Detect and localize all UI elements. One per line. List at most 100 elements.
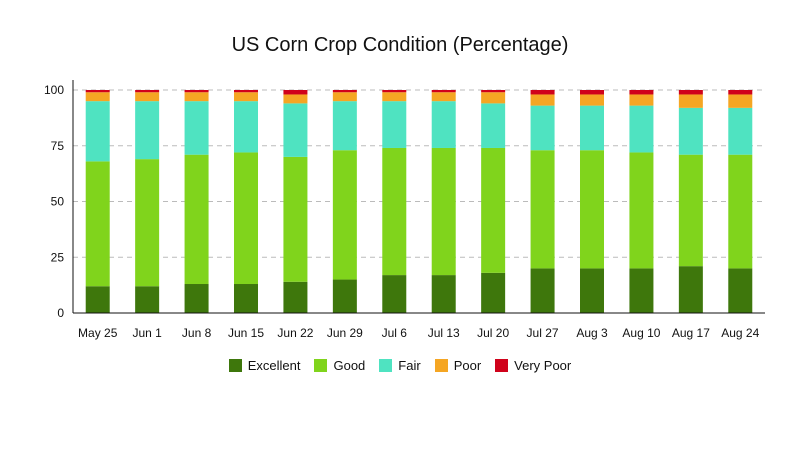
bar-very-poor — [283, 90, 308, 95]
bar-excellent — [234, 284, 258, 313]
bar-good — [283, 156, 308, 282]
bar-very-poor — [184, 90, 209, 93]
bar-very-poor — [382, 90, 407, 93]
bar-excellent — [382, 275, 407, 313]
bar-very-poor — [580, 90, 604, 95]
legend-label: Poor — [453, 358, 482, 373]
legend-swatch — [379, 359, 393, 372]
bar-very-poor — [85, 90, 110, 93]
bar-very-poor — [431, 90, 456, 93]
x-tick-label: Jun 29 — [327, 326, 363, 340]
bar-fair — [481, 103, 506, 148]
x-tick-label: Aug 10 — [622, 326, 660, 340]
bar-good — [85, 161, 110, 287]
bar-good — [382, 147, 407, 276]
bar-poor — [332, 92, 357, 102]
x-tick-label: Jul 6 — [382, 326, 408, 340]
bar-excellent — [580, 268, 604, 313]
x-tick-label: Jun 8 — [182, 326, 212, 340]
bar-poor — [283, 94, 308, 104]
bar-fair — [85, 101, 110, 162]
bar-poor — [85, 92, 110, 102]
bar-excellent — [135, 286, 160, 313]
bar-excellent — [678, 266, 703, 313]
bar-poor — [530, 94, 555, 106]
y-tick-label: 0 — [57, 306, 64, 320]
x-tick-label: Jun 22 — [277, 326, 313, 340]
bar-very-poor — [530, 90, 555, 95]
chart-title: US Corn Crop Condition (Percentage) — [231, 34, 569, 56]
bar-good — [431, 147, 456, 276]
legend-label: Excellent — [247, 358, 301, 373]
legend-item: Good — [314, 358, 365, 373]
legend-swatch — [314, 359, 328, 372]
axis-layer: 0 25 50 75 100 May 25 Jun 1 Jun 8 Jun 15 Jun 22 Ju… — [44, 80, 765, 340]
legend-swatch — [434, 359, 448, 372]
x-tick-label: Jul 13 — [428, 326, 460, 340]
bar-poor — [431, 92, 456, 102]
bar-good — [580, 150, 604, 269]
bar-fair — [728, 107, 753, 155]
bar-very-poor — [332, 90, 357, 93]
bar-good — [332, 150, 357, 280]
bar-excellent — [629, 268, 654, 313]
x-tick-label: Aug 3 — [576, 326, 608, 340]
legend-label: Fair — [398, 358, 421, 373]
legend-label: Very Poor — [514, 358, 572, 373]
bar-poor — [629, 94, 654, 106]
bar-fair — [580, 105, 604, 151]
x-tick-label: Aug 24 — [721, 326, 759, 340]
bar-poor — [481, 92, 506, 104]
bar-good — [728, 154, 753, 269]
y-tick-label: 50 — [51, 195, 65, 209]
x-tick-label: May 25 — [78, 326, 118, 340]
legend-label: Good — [333, 358, 366, 373]
legend-item: Excellent — [228, 358, 301, 373]
bar-fair — [184, 101, 209, 155]
bar-excellent — [184, 284, 209, 313]
bar-fair — [382, 101, 407, 148]
bar-fair — [530, 105, 555, 151]
legend-item: Poor — [434, 358, 482, 373]
bar-very-poor — [678, 90, 703, 95]
bar-poor — [184, 92, 209, 102]
bar-good — [629, 152, 654, 269]
bar-good — [530, 150, 555, 269]
legend-item: Very Poor — [495, 358, 571, 373]
bar-good — [481, 147, 506, 273]
x-tick-label: Jun 15 — [228, 326, 264, 340]
legend-swatch — [495, 359, 509, 372]
bar-fair — [678, 107, 703, 155]
bar-very-poor — [234, 90, 258, 93]
bar-poor — [728, 94, 753, 108]
bar-excellent — [431, 275, 456, 313]
bar-poor — [678, 94, 703, 108]
bar-fair — [283, 103, 308, 157]
x-tick-label: Jul 27 — [527, 326, 559, 340]
bar-poor — [135, 92, 160, 102]
bar-good — [135, 159, 160, 287]
x-tick-label: Aug 17 — [672, 326, 710, 340]
bar-very-poor — [135, 90, 160, 93]
bar-excellent — [728, 268, 753, 313]
bar-excellent — [481, 272, 506, 313]
bar-very-poor — [629, 90, 654, 95]
x-tick-label: Jun 1 — [132, 326, 162, 340]
bar-poor — [234, 92, 258, 102]
grid-layer — [73, 89, 765, 258]
bar-layer — [85, 90, 753, 313]
bar-fair — [234, 101, 258, 153]
bar-excellent — [283, 281, 308, 313]
x-tick-label: Jul 20 — [477, 326, 509, 340]
bar-good — [234, 152, 258, 285]
y-tick-label: 75 — [51, 139, 65, 153]
bar-poor — [580, 94, 604, 106]
bar-fair — [431, 101, 456, 148]
y-tick-label: 100 — [44, 83, 64, 97]
y-tick-label: 25 — [51, 250, 65, 264]
bar-excellent — [530, 268, 555, 313]
legend-item: Fair — [379, 358, 421, 373]
bar-fair — [332, 101, 357, 151]
bar-good — [184, 154, 209, 285]
